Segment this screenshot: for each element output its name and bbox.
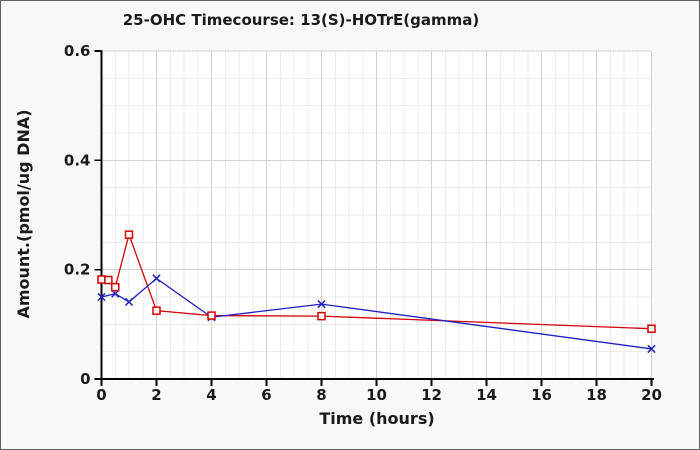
series-markers [97, 230, 656, 354]
square-marker [317, 311, 326, 321]
major-gridlines [101, 50, 652, 379]
square-marker [104, 275, 113, 285]
x-tick-label: 0 [96, 386, 106, 404]
x-axis-title: Time (hours) [319, 409, 434, 428]
x-tick-label: 6 [261, 386, 271, 404]
x-tick-label: 20 [641, 386, 662, 404]
y-tick-label: 0.6 [64, 42, 91, 60]
chart-title: 25-OHC Timecourse: 13(S)-HOTrE(gamma) [123, 11, 480, 29]
square-marker [97, 275, 106, 284]
x-tick-label: 4 [206, 386, 216, 404]
y-tick-label: 0 [80, 370, 90, 388]
x-marker [647, 344, 656, 354]
x-tick-label: 12 [421, 386, 442, 404]
square-marker [647, 324, 656, 333]
x-tick-label: 14 [476, 386, 497, 404]
y-axis-title: Amount.(pmol/ug DNA) [14, 109, 33, 318]
y-tick-label: 0.2 [64, 261, 91, 279]
x-marker [97, 292, 106, 302]
x-tick-labels: 0 2 4 6 8 10 12 14 16 18 20 [96, 386, 662, 404]
x-tick-label: 16 [531, 386, 552, 404]
minor-gridlines [101, 51, 652, 379]
square-marker [207, 311, 216, 320]
x-tick-label: 10 [366, 386, 387, 404]
square-marker [124, 230, 134, 239]
square-marker [111, 282, 120, 292]
x-marker [152, 274, 161, 283]
axis-ticks [94, 50, 653, 386]
x-marker [317, 299, 326, 309]
x-marker [124, 297, 134, 307]
square-marker [152, 306, 161, 315]
y-tick-label: 0.4 [64, 151, 91, 169]
y-tick-labels: 0 0.2 0.4 0.6 [64, 42, 91, 388]
x-tick-label: 8 [316, 386, 326, 404]
x-tick-label: 18 [586, 386, 607, 404]
x-tick-label: 2 [151, 386, 161, 404]
